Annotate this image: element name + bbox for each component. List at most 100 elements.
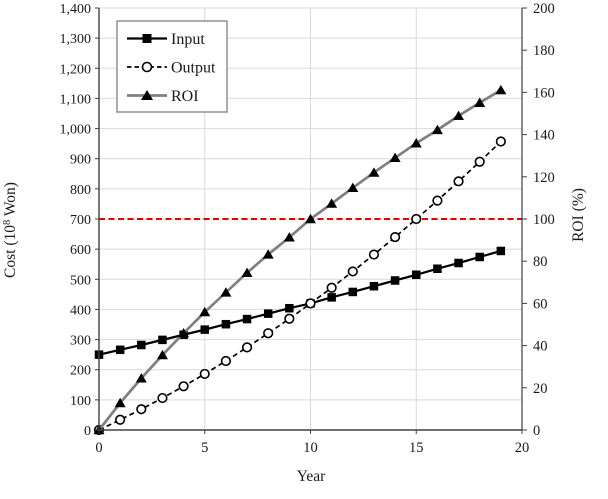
legend-item-roi: ROI (127, 88, 199, 105)
legend-square-marker-icon (142, 34, 152, 43)
output-marker (284, 313, 295, 324)
roi-marker (431, 124, 443, 135)
roi-marker (347, 182, 359, 192)
legend-item-output: Output (127, 60, 216, 77)
roi-marker (453, 110, 465, 121)
roi-marker (495, 84, 507, 95)
y-right-tick-label: 100 (533, 212, 555, 228)
output-marker (411, 213, 422, 225)
y-right-tick-label: 0 (533, 423, 540, 439)
legend-label: Output (171, 60, 216, 77)
y-left-tick-label: 500 (70, 273, 91, 288)
y-left-tick-label: 1,200 (60, 62, 92, 77)
output-marker (368, 249, 380, 260)
legend-label: Input (171, 31, 205, 48)
y-left-tick-label: 1,400 (60, 2, 92, 17)
y-right-tick-label: 200 (533, 1, 555, 17)
y-left-tick-label: 700 (70, 213, 91, 228)
output-marker (347, 266, 358, 277)
input-marker (454, 258, 463, 268)
roi-marker (178, 327, 190, 338)
input-marker (285, 303, 294, 313)
output-marker (220, 355, 231, 367)
input-marker (496, 246, 506, 256)
output-marker (241, 342, 253, 353)
output-marker (305, 298, 316, 309)
series-output (93, 136, 506, 436)
y-left-tick-label: 200 (70, 364, 91, 379)
input-marker (390, 276, 400, 285)
output-marker (474, 156, 485, 167)
x-tick-label: 20 (515, 440, 530, 456)
output-marker (136, 404, 147, 415)
roi-marker (220, 287, 232, 297)
y-right-tick-label: 40 (533, 339, 548, 355)
roi-marker (474, 97, 486, 107)
y-right-tick-label: 140 (533, 128, 555, 144)
legend-circle-marker-icon (141, 61, 153, 73)
roi-marker (241, 267, 253, 278)
input-marker (475, 252, 484, 262)
x-axis-title: Year (297, 468, 326, 485)
roi-marker (410, 138, 422, 148)
output-marker (453, 176, 464, 187)
y-left-tick-label: 100 (70, 394, 91, 409)
y-right-axis-title: ROI (%) (570, 188, 587, 242)
y-right-tick-label: 60 (533, 296, 548, 312)
x-tick-label: 5 (201, 440, 208, 456)
y-left-tick-label: 1,000 (60, 123, 92, 138)
y-right-tick-label: 20 (533, 381, 548, 397)
series-input (94, 246, 506, 359)
y-left-tick-label: 800 (70, 183, 91, 198)
input-marker (433, 264, 442, 273)
roi-marker (156, 349, 168, 360)
input-marker (242, 314, 252, 324)
y-right-tick-label: 120 (533, 170, 555, 186)
input-marker (200, 325, 209, 334)
x-tick-label: 10 (303, 440, 318, 456)
output-marker (115, 414, 126, 425)
y-right-tick-label: 160 (533, 85, 555, 101)
output-marker (495, 136, 506, 147)
legend: Input Output ROI (116, 20, 228, 113)
roi-marker (135, 373, 147, 383)
input-marker (115, 345, 125, 355)
y-left-axis-title: Cost (108 Won) (2, 182, 19, 278)
roi-marker (114, 397, 126, 408)
input-marker (348, 287, 358, 297)
output-marker (178, 381, 189, 392)
roi-marker (283, 232, 295, 242)
x-tick-label: 15 (409, 440, 424, 456)
roi-marker (262, 249, 274, 259)
output-marker (432, 195, 443, 206)
roi-line (97, 88, 502, 431)
input-marker (158, 335, 167, 345)
legend-label: ROI (171, 88, 199, 105)
roi-marker (305, 213, 316, 224)
output-marker (326, 282, 337, 293)
output-marker (157, 392, 168, 404)
roi-marker (368, 167, 380, 177)
y-left-tick-label: 1,300 (60, 32, 92, 47)
y-left-tick-label: 300 (70, 334, 91, 349)
y-right-tick-label: 80 (533, 254, 548, 270)
output-marker (199, 368, 210, 380)
y-left-tick-label: 400 (70, 303, 91, 318)
roi-marker (326, 198, 338, 208)
x-tick-label: 0 (95, 440, 102, 456)
input-marker (221, 319, 231, 329)
legend-item-input: Input (127, 31, 205, 48)
y-left-tick-label: 600 (70, 243, 91, 258)
roi-marker (389, 152, 401, 163)
input-marker (263, 309, 273, 318)
axes: 01002003004005006007008009001,0001,1001,… (60, 1, 555, 456)
roi-marker (199, 306, 211, 317)
output-line (98, 140, 502, 431)
series-roi (93, 84, 507, 435)
input-marker (137, 340, 146, 350)
input-marker (369, 281, 379, 291)
y-right-tick-label: 180 (533, 43, 555, 59)
legend-triangle-marker-icon (141, 90, 153, 100)
